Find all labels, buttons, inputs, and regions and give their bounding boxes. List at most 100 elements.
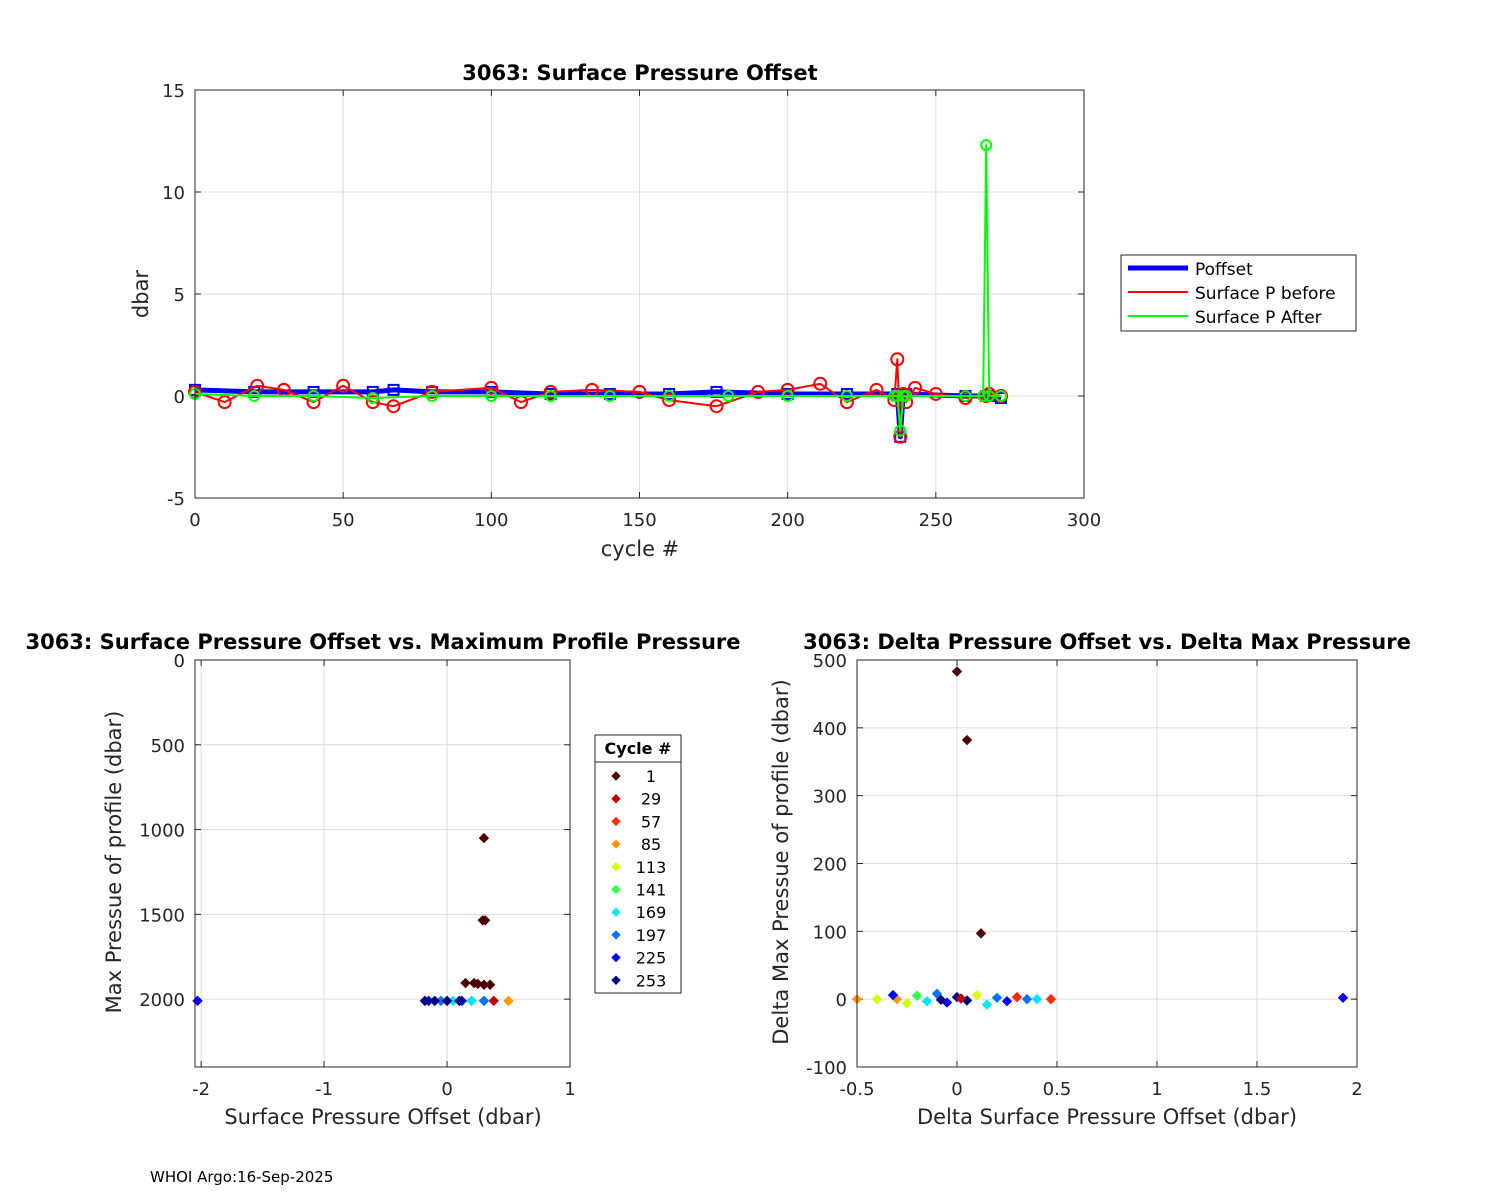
scatter-point (951, 666, 963, 677)
y-tick-label: 200 (813, 855, 847, 876)
cycle-legend-items: 1 29 57 85 113 141 169 197 225 253 (611, 767, 667, 990)
surface-p-before-marker (709, 399, 724, 414)
scatter-point (478, 995, 490, 1007)
scatter-point (1011, 991, 1023, 1003)
surface-p-after-marker (722, 390, 735, 402)
surface-p-after-marker (959, 390, 972, 402)
scatter-point (871, 993, 883, 1005)
plot-offset-vs-max-pressure: -2 -1 0 1 0 500 1000 1500 2000 3063: Surface Pre… (25, 630, 740, 1129)
cycle-legend-marker (611, 952, 621, 963)
surface-p-before-marker (217, 395, 232, 410)
plot2-tick-labels: -2 -1 0 1 0 500 1000 1500 2000 (139, 651, 576, 1100)
plot2-frame (194, 659, 571, 1068)
y-tick-label: -100 (806, 1058, 847, 1079)
x-tick-label: 300 (1067, 510, 1101, 531)
scatter-point (478, 832, 490, 844)
scatter-point (441, 995, 453, 1007)
x-tick-label: 2 (1351, 1079, 1362, 1100)
x-tick-label: 200 (770, 510, 804, 531)
y-tick-label: 500 (813, 651, 847, 672)
scatter-point (429, 995, 440, 1007)
y-tick-label: 400 (813, 719, 847, 740)
cycle-legend-label: 225 (636, 949, 667, 968)
surface-p-after-marker (544, 390, 557, 402)
cycle-legend-marker (611, 771, 621, 781)
surface-p-after-marker (781, 390, 794, 402)
x-tick-label: 1 (1151, 1079, 1162, 1100)
surface-p-before-marker (484, 380, 499, 395)
x-tick-label: 50 (332, 510, 355, 531)
surface-p-before-marker (632, 384, 647, 399)
surface-p-before-marker (890, 352, 905, 367)
x-tick-label: 0 (951, 1079, 962, 1100)
cycle-legend-marker (611, 839, 621, 849)
plot-delta-offset-vs-delta-max: -0.5 0 0.5 1 1.5 2 -100 0 100 200 300 400 500 3063: … (769, 630, 1411, 1129)
surface-p-before-marker (813, 376, 828, 391)
cycle-legend-marker (611, 816, 621, 827)
scatter-point (901, 998, 913, 1009)
cycle-legend-label: 1 (646, 767, 656, 786)
scatter-point (1001, 995, 1013, 1007)
cycle-legend-label: 197 (636, 926, 667, 945)
y-tick-label: 1000 (139, 821, 185, 842)
y-tick-label: 1500 (139, 905, 185, 926)
y-tick-label: 15 (162, 81, 185, 102)
scatter-point (454, 995, 465, 1007)
surface-p-before-marker (662, 393, 677, 408)
plot1-xlabel: cycle # (601, 537, 680, 561)
surface-p-before-marker (908, 380, 923, 395)
cycle-legend-label: 141 (636, 881, 667, 900)
plot3-xlabel: Delta Surface Pressure Offset (dbar) (917, 1105, 1297, 1129)
surface-p-after-marker (663, 390, 676, 402)
plot3-title: 3063: Delta Pressure Offset vs. Delta Ma… (803, 630, 1411, 654)
scatter-point (975, 928, 987, 939)
surface-p-after-marker (894, 424, 907, 437)
x-tick-label: -0.5 (839, 1079, 874, 1100)
scatter-point (921, 995, 933, 1007)
cycle-legend-marker (611, 884, 621, 895)
cycle-legend-marker (611, 793, 621, 804)
x-tick-label: 150 (622, 510, 656, 531)
x-tick-label: 0.5 (1043, 1079, 1072, 1100)
cycle-legend-label: 253 (636, 971, 667, 990)
plot1-title: 3063: Surface Pressure Offset (462, 61, 817, 85)
surface-p-after-marker (977, 390, 990, 402)
plot1-series-layer (188, 139, 1009, 444)
footer-credit: WHOI Argo:16-Sep-2025 (150, 1168, 333, 1186)
scatter-point (484, 979, 496, 990)
surface-p-before-marker (958, 391, 973, 406)
plot3-tick-labels: -0.5 0 0.5 1 1.5 2 -100 0 100 200 300 400 500 (806, 651, 1363, 1100)
y-tick-label: 0 (836, 990, 847, 1011)
surface-p-after-marker (248, 390, 261, 402)
surface-p-after-marker (891, 390, 904, 402)
x-tick-label: 1 (564, 1079, 575, 1100)
cycle-legend-label: 29 (641, 790, 661, 809)
plot1-ylabel: dbar (129, 270, 153, 319)
cycle-legend-label: 113 (636, 858, 667, 877)
scatter-point (955, 993, 967, 1004)
surface-p-after-marker (980, 139, 993, 152)
y-tick-label: 0 (174, 387, 185, 408)
scatter-point (1021, 993, 1033, 1005)
plot3-ylabel: Delta Max Pressue of profile (dbar) (769, 679, 793, 1044)
surface-p-after-marker (840, 390, 853, 402)
scatter-point (472, 978, 483, 990)
scatter-point (479, 915, 491, 926)
y-tick-label: 10 (162, 183, 185, 204)
legend-label-surface-p-after: Surface P After (1195, 308, 1322, 328)
surface-p-before-marker (365, 395, 380, 410)
surface-p-before-marker (928, 386, 943, 401)
surface-p-before-marker (336, 378, 351, 393)
cycle-legend-label: 85 (641, 835, 661, 854)
surface-p-after-marker (307, 390, 320, 402)
surface-p-before-marker (386, 399, 401, 414)
scatter-point (971, 989, 983, 1001)
plot2-ylabel: Max Pressue of profile (dbar) (102, 711, 126, 1014)
x-tick-label: 0 (441, 1079, 452, 1100)
scatter-point (1045, 993, 1057, 1005)
surface-p-after-marker (900, 390, 913, 402)
cycle-legend-marker (611, 930, 621, 940)
